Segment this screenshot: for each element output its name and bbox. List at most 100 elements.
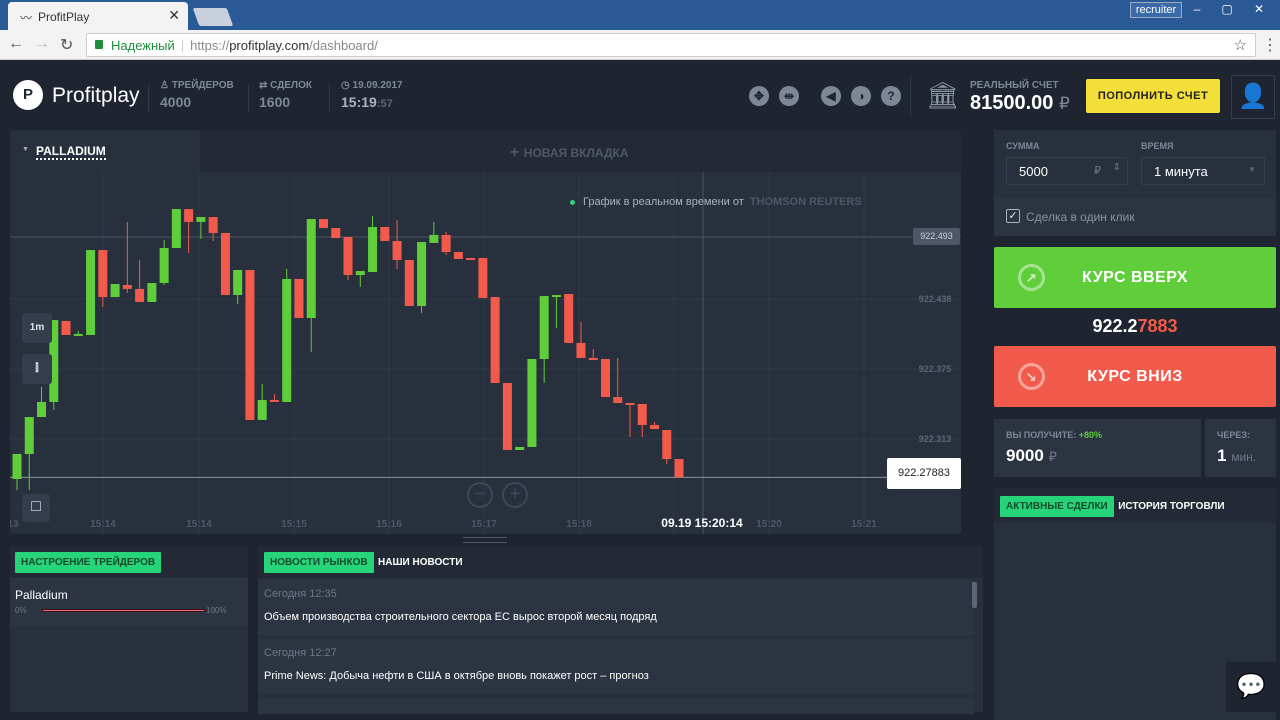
market-news-tab[interactable]: НОВОСТИ РЫНКОВ: [264, 552, 374, 573]
sentiment-min: 0%: [15, 606, 27, 615]
news-item[interactable]: [258, 698, 974, 714]
forward-icon[interactable]: →: [34, 35, 50, 52]
crosshair-time-label: 09.19 15:20:14: [661, 516, 743, 530]
browser-tab[interactable]: 〰 ProfitPlay ✕: [8, 2, 188, 30]
expiry-label: ЧЕРЕЗ:: [1217, 430, 1250, 440]
contrast-icon[interactable]: ◑: [851, 86, 871, 106]
candlestick-chart[interactable]: [10, 130, 961, 534]
live-dot-icon: [570, 199, 575, 205]
reload-icon[interactable]: ↻: [60, 37, 74, 54]
amount-value: 5000: [1019, 164, 1048, 179]
candle-body: [625, 402, 635, 405]
one-click-row[interactable]: ✓ Сделка в один клик: [994, 198, 1276, 236]
zoom-out-icon[interactable]: −: [467, 482, 493, 508]
sentiment-tab[interactable]: НАСТРОЕНИЕ ТРЕЙДЕРОВ: [15, 552, 162, 573]
close-window-icon[interactable]: ✕: [1253, 2, 1265, 16]
candle-body: [98, 250, 108, 298]
sentiment-bar: [42, 609, 205, 612]
x-tick: 15:15: [281, 519, 307, 530]
deposit-button[interactable]: ПОПОЛНИТЬ СЧЕТ: [1086, 79, 1220, 113]
chat-icon[interactable]: 💬: [1226, 662, 1276, 712]
history-tab[interactable]: ИСТОРИЯ ТОРГОВЛИ: [1118, 501, 1225, 512]
profile-avatar-icon[interactable]: 👤: [1231, 75, 1275, 119]
news-item[interactable]: Сегодня 12:35 Объем производства строител…: [258, 580, 974, 635]
tab-palladium[interactable]: ▼ PALLADIUM: [10, 130, 200, 172]
news-scrollbar[interactable]: [972, 582, 977, 608]
expand-icon[interactable]: ✥: [749, 86, 769, 106]
split-icon[interactable]: ⇹: [779, 86, 799, 106]
browser-menu-icon[interactable]: ⋮: [1262, 37, 1278, 54]
divider: [148, 84, 149, 112]
traders-stat: ♙ ТРЕЙДЕРОВ 4000: [160, 80, 234, 110]
candle-body: [49, 320, 59, 402]
deals-label: СДЕЛОК: [270, 80, 312, 91]
up-label: КУРС ВВЕРХ: [1082, 269, 1188, 286]
logo-text[interactable]: Profitplay: [52, 84, 140, 107]
candle-body: [257, 399, 267, 420]
candle-body: [245, 269, 255, 420]
url-bar[interactable]: Надежный | https://profitplay.com/dashboar…: [86, 33, 1256, 57]
browser-titlebar: [0, 0, 1280, 30]
candle-body: [564, 294, 574, 343]
candle-body: [233, 269, 243, 296]
one-click-label: Сделка в один клик: [1026, 210, 1135, 224]
candle-body: [380, 227, 390, 242]
arrow-up-right-icon: ↗: [1018, 264, 1045, 291]
fullscreen-square-icon[interactable]: □: [22, 494, 50, 522]
currency: ₽: [1094, 165, 1101, 177]
sound-icon[interactable]: ◀: [821, 86, 841, 106]
deals-stat: ⇄ СДЕЛОК 1600: [259, 80, 312, 110]
candle-body: [527, 358, 537, 447]
expiry-box: ЧЕРЕЗ: 1 мин.: [1205, 419, 1276, 477]
active-deals-tab[interactable]: АКТИВНЫЕ СДЕЛКИ: [1000, 496, 1114, 517]
account-balance: 81500.00 ₽: [970, 92, 1070, 115]
payout-percent: +80%: [1078, 430, 1103, 440]
news-title[interactable]: Объем производства строительного сектора…: [264, 611, 657, 623]
new-tab-button[interactable]: [192, 8, 234, 26]
profile-user-button[interactable]: recruiter: [1130, 2, 1182, 18]
logo-icon[interactable]: P: [13, 80, 43, 110]
candle-body: [24, 417, 34, 454]
new-tab-label: НОВАЯ ВКЛАДКА: [523, 146, 629, 160]
stepper-icon[interactable]: ⇕: [1112, 162, 1121, 173]
candle-body: [355, 271, 365, 276]
candle-body: [539, 296, 549, 359]
crosshair-price-label: 922.493: [913, 228, 960, 245]
traders-label: ТРЕЙДЕРОВ: [171, 80, 234, 91]
trade-inputs: СУММА 5000 ₽ ⇕ ВРЕМЯ 1 минута ▼: [994, 130, 1276, 200]
candle-body: [171, 209, 181, 248]
call-up-button[interactable]: ↗ КУРС ВВЕРХ: [994, 247, 1276, 308]
our-news-tab[interactable]: НАШИ НОВОСТИ: [378, 557, 463, 568]
news-title[interactable]: Prime News: Добыча нефти в США в октябре…: [264, 670, 649, 682]
time-value: 1 минута: [1154, 164, 1208, 179]
candle-body: [306, 219, 316, 319]
y-tick: 922.375: [918, 364, 952, 374]
realtime-note: График в реальном времени от THOMSON REUT…: [570, 196, 862, 208]
resize-handle[interactable]: [463, 537, 507, 543]
time: 15:19: [341, 94, 377, 110]
x-tick: 15:14: [186, 519, 212, 530]
time-select[interactable]: 1 минута ▼: [1141, 157, 1265, 185]
candlestick-type-icon[interactable]: ⫿: [22, 354, 52, 384]
url-path: /dashboard/: [309, 38, 378, 53]
interval-button[interactable]: 1m: [22, 313, 52, 343]
tab-new[interactable]: + НОВАЯ ВКЛАДКА: [510, 144, 629, 162]
news-item[interactable]: Сегодня 12:27 Prime News: Добыча нефти в …: [258, 639, 974, 694]
candle-body: [73, 333, 83, 336]
bookmark-star-icon[interactable]: ☆: [1233, 37, 1247, 54]
minimize-icon[interactable]: –: [1193, 2, 1201, 16]
close-tab-icon[interactable]: ✕: [168, 7, 180, 23]
amount-input[interactable]: 5000 ₽ ⇕: [1006, 157, 1128, 185]
candle-body: [502, 383, 512, 451]
one-click-checkbox[interactable]: ✓: [1006, 209, 1020, 223]
zoom-in-icon[interactable]: +: [502, 482, 528, 508]
maximize-icon[interactable]: ▢: [1221, 2, 1233, 16]
candle-body: [650, 424, 660, 430]
currency: ₽: [1048, 449, 1057, 464]
exchange-icon: ⇄: [259, 80, 271, 91]
put-down-button[interactable]: ↘ КУРС ВНИЗ: [994, 346, 1276, 407]
help-icon[interactable]: ?: [881, 86, 901, 106]
back-icon[interactable]: ←: [8, 35, 24, 52]
trade-panel: СУММА 5000 ₽ ⇕ ВРЕМЯ 1 минута ▼ ✓ Сделка в …: [994, 130, 1276, 720]
y-tick: 922.313: [918, 434, 952, 444]
